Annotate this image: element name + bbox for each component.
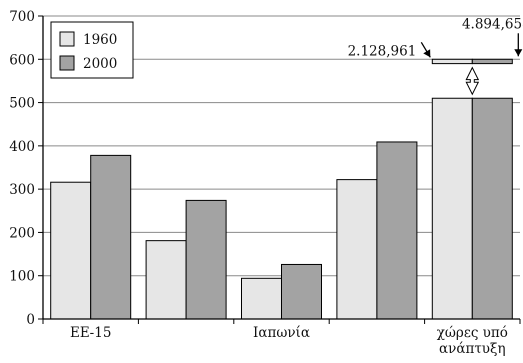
- annotation-arrowhead-icon: [514, 49, 523, 57]
- bar-1960-2: [241, 277, 282, 320]
- bar-1960-4-upper: [431, 58, 473, 65]
- bar-2000-1: [185, 199, 227, 320]
- legend-swatch-2000: [59, 55, 75, 71]
- bar-1960-1: [145, 240, 187, 320]
- y-tick-label: 700: [9, 9, 35, 25]
- legend: 1960 2000: [50, 21, 134, 79]
- y-tick-label: 200: [9, 225, 35, 241]
- x-tick-label: ανάπτυξη: [439, 341, 506, 357]
- break-double-arrow-icon: [465, 66, 480, 96]
- bar-2000-4-upper: [471, 58, 513, 65]
- bar-1960-3: [336, 179, 378, 320]
- bars: [50, 58, 513, 320]
- y-tick-label: 500: [9, 96, 35, 112]
- annotation-arrowhead-icon: [423, 49, 431, 58]
- legend-label-1960: 1960: [83, 32, 117, 48]
- axes: [38, 15, 521, 324]
- bar-1960-0: [50, 181, 92, 320]
- bar-2000-0: [90, 154, 132, 320]
- x-tick-label: ΕΕ-15: [70, 325, 111, 341]
- y-tick-label: 400: [9, 139, 35, 155]
- y-tick-label: 300: [9, 182, 35, 198]
- bar-2000-4: [471, 97, 513, 320]
- annotation-label: 4.894,658: [462, 16, 523, 32]
- y-tick-label: 0: [26, 312, 35, 328]
- bar-2000-3: [376, 141, 418, 320]
- legend-label-2000: 2000: [83, 56, 117, 72]
- bar-1960-4: [431, 97, 473, 320]
- y-tick-labels: 0 100 200 300 400 500 600 700: [9, 9, 35, 328]
- legend-swatch-1960: [59, 31, 75, 47]
- axis-break: [431, 64, 514, 98]
- annotations: 2.128,961 4.894,658: [348, 16, 523, 59]
- y-tick-label: 100: [9, 269, 35, 285]
- y-tick-label: 600: [9, 52, 35, 68]
- x-tick-label: χώρες υπό: [437, 325, 508, 341]
- x-tick-label: Ιαπωνία: [253, 325, 310, 341]
- annotation-label: 2.128,961: [348, 43, 417, 59]
- bar-2000-2: [281, 263, 322, 320]
